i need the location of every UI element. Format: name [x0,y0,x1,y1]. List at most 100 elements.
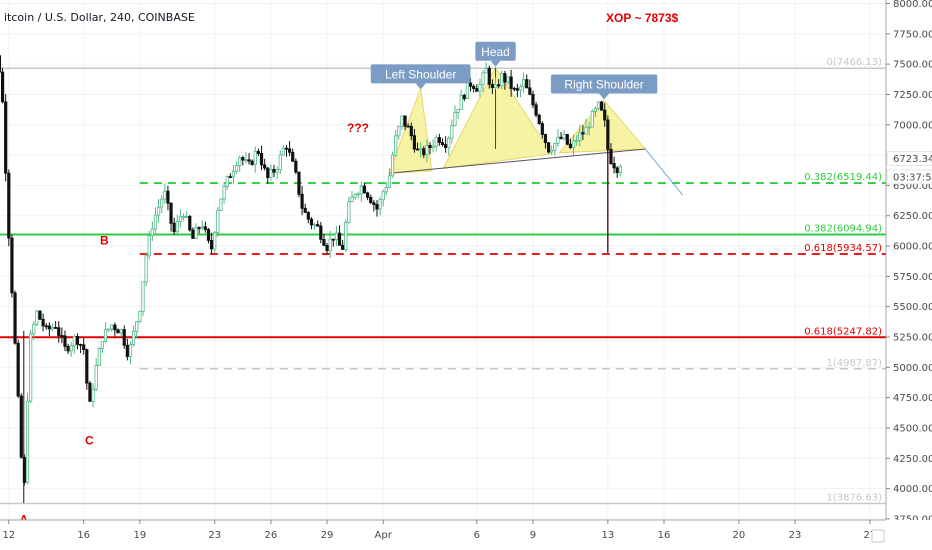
candle-body [222,186,226,200]
candle-body [185,216,189,218]
price-badge-bg [886,151,932,166]
candle-body [256,151,261,154]
head-callout-pointer [490,60,501,67]
candle-body [444,144,448,148]
candle-body [160,198,164,208]
candle-body [228,176,232,178]
candle-body [618,166,622,174]
candle-body [244,159,248,162]
candle-body [200,226,204,229]
x-tick-label: 13 [601,530,614,541]
candle-body [478,84,482,92]
candle-body [72,336,76,346]
candle-body [490,83,495,88]
candle-body [603,109,607,121]
candle-body [219,198,223,211]
x-axis[interactable]: 12 16 19 23 26 29 Apr 6 9 13 16 20 23 27 [0,519,932,550]
candle-body [119,329,123,334]
candle-body [537,114,541,124]
candle-body [559,136,563,139]
candle-body [178,216,183,222]
candle-body [57,327,61,336]
candle-body [247,159,251,162]
candle-body [334,232,339,240]
candle-body [213,231,217,250]
chart-title: itcoin / U.S. Dollar, 240, COINBASE [4,11,195,24]
x-tick-label: 29 [321,530,334,541]
candle-body [97,348,101,366]
candle-body [107,328,111,331]
candle-body [303,207,307,213]
candle-body [578,132,582,141]
y-tick-label: 7250.00 [893,90,932,101]
candle-body [322,238,326,246]
y-axis-background [886,0,932,550]
candle-body [356,193,360,196]
annotations: A B C Left Shoulder Head Right Shoulder [19,41,658,526]
fib-levels: 0(7466.13) 0.382(6519.44) 0.382(6094.94) 0.… [0,57,886,505]
candle-body [518,86,523,91]
candle-body [596,101,601,109]
candle-body [590,111,594,128]
candle-body [266,167,270,179]
candle-body [450,125,454,139]
x-axis-background [0,520,932,550]
candle-body [60,335,64,337]
candle-body [85,349,89,384]
candle-body [390,154,395,177]
x-tick-label: 23 [208,530,221,541]
candles [0,55,622,504]
candle-body [347,201,351,223]
candle-body [166,190,170,204]
candle-body [91,388,95,402]
candle-body [362,185,367,194]
candle-body [331,238,335,241]
candle-body [394,135,398,156]
candle-body [344,221,348,250]
candle-body [82,344,86,350]
candle-body [191,229,195,239]
candle-body [556,136,560,144]
candle-body [484,67,488,74]
candle-body [75,336,80,345]
y-tick-label: 5750.00 [893,272,932,283]
y-tick-label: 7500.00 [893,60,932,71]
candle-body [437,137,441,143]
candle-body [319,225,323,240]
candle-body [88,382,92,402]
candle-body [422,148,426,156]
y-tick-label: 4000.00 [893,484,932,495]
question-marks: ??? [347,121,369,135]
candle-body [238,157,242,167]
y-axis[interactable]: 3750.00 4000.00 4250.00 4500.00 4750.00 5000.… [885,0,932,550]
candle-body [163,190,167,200]
x-tick-label: 19 [133,530,146,541]
candle-body [515,88,519,91]
candle-body [366,192,370,198]
candle-body [475,88,479,92]
candle-body [194,227,198,239]
candle-body [481,72,485,86]
candle-body [325,244,329,251]
point-label-a: A [19,512,28,526]
candle-body [509,76,513,89]
candle-body [375,204,379,210]
x-tick-label: 16 [77,530,90,541]
candle-body [500,73,504,87]
candle-body [431,145,435,148]
left-shoulder-callout-box [370,64,471,84]
candle-body [78,343,83,346]
candle-body [63,335,67,347]
y-tick-label: 6000.00 [893,242,932,253]
candle-body [16,342,20,397]
y-tick-label: 6500.00 [893,181,932,192]
candle-body [278,154,282,171]
candle-body [41,318,45,327]
candle-body [512,87,516,90]
xop-note: XOP ~ 7873$ [606,11,678,25]
y-tick-label: 5000.00 [893,363,932,374]
y-tick-label: 8000.00 [893,0,932,10]
candle-body [453,112,457,126]
fib-level-label: 1(3876.63) [826,493,882,504]
